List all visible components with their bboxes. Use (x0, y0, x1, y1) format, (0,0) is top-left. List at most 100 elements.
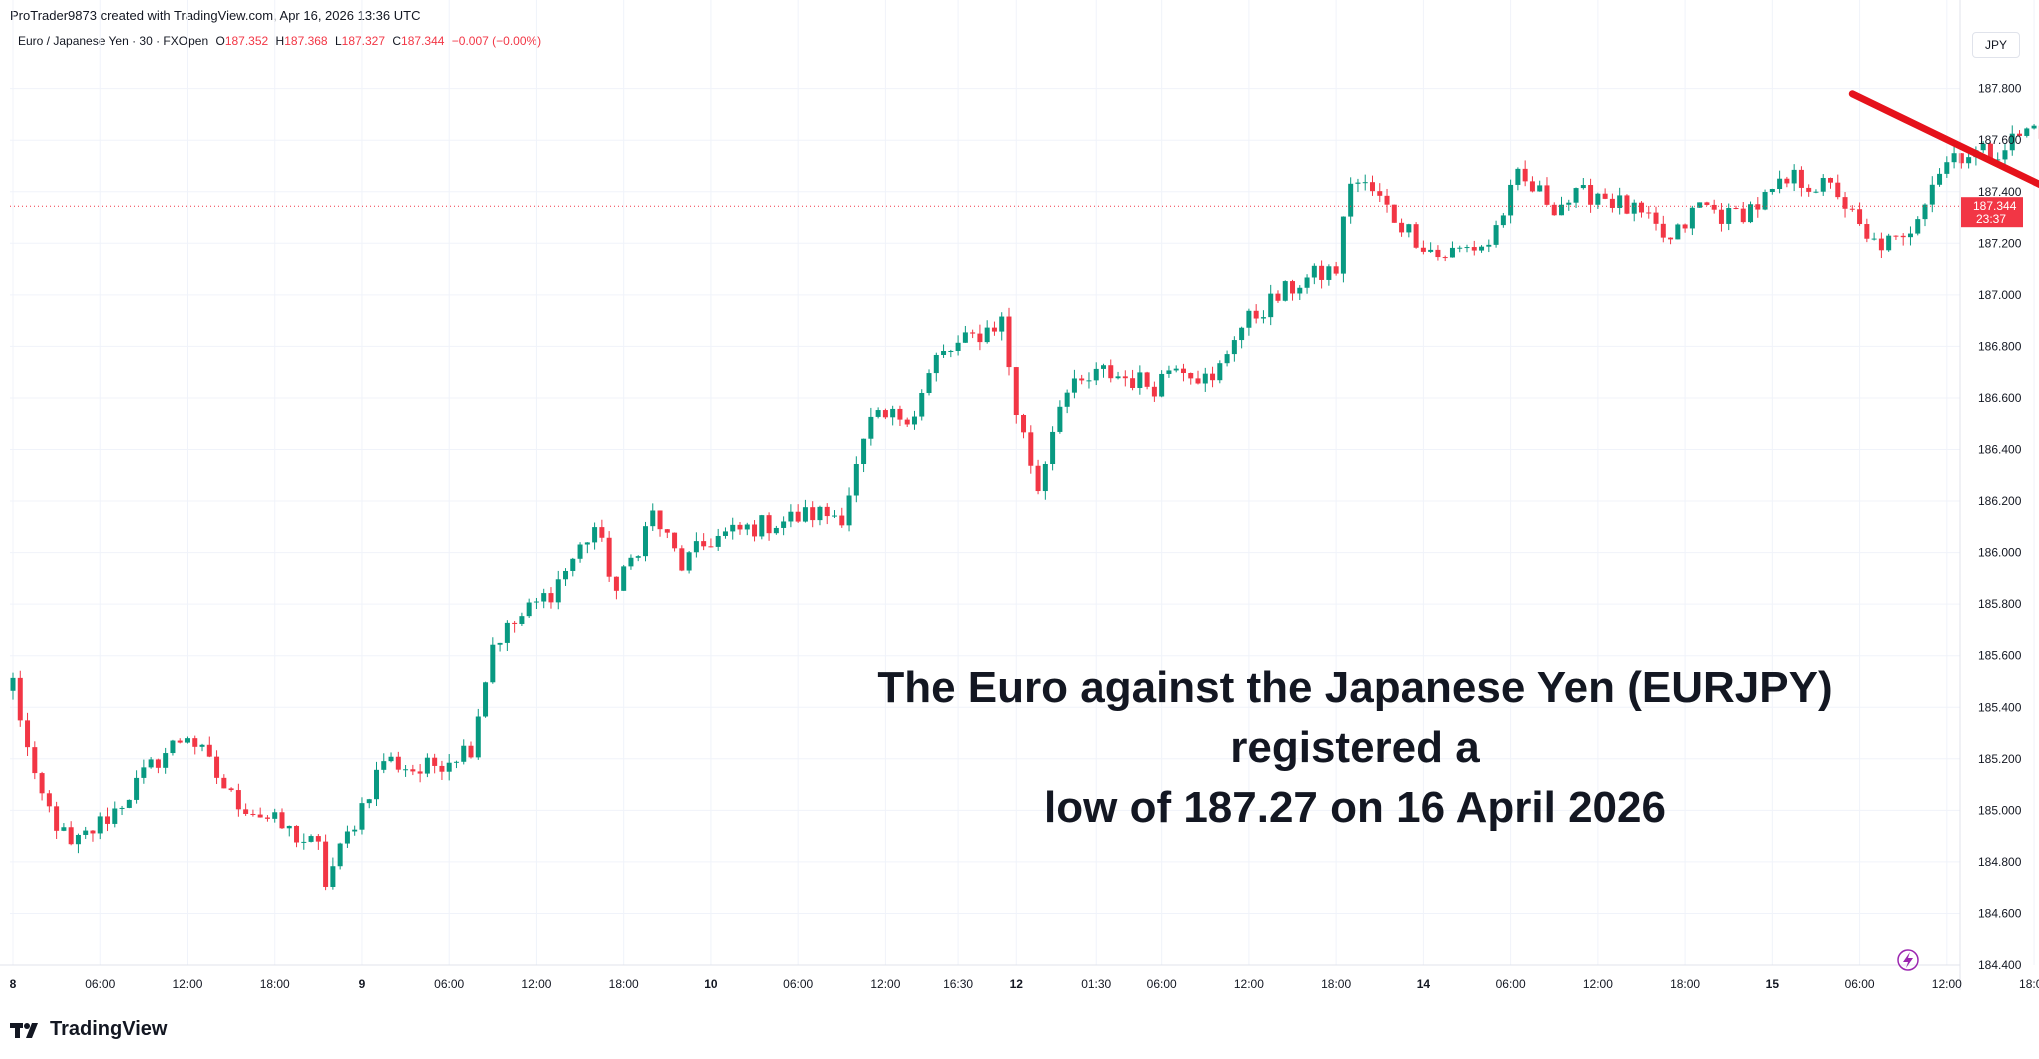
candle (1573, 187, 1579, 208)
candle (621, 564, 627, 591)
price-tick-label: 185.200 (1978, 752, 2022, 766)
candle-body (563, 570, 569, 580)
candle-body (1079, 378, 1085, 381)
candle-body (1333, 266, 1339, 274)
candle-body (395, 756, 401, 770)
candle (1282, 280, 1288, 302)
candle-body (1907, 233, 1913, 238)
tradingview-footer[interactable]: TradingView (10, 1018, 167, 1041)
candle (635, 555, 641, 562)
price-chart[interactable]: 187.800 187.600 187.400 187.200 187.000 186.8… (0, 0, 2039, 1000)
candle-body (344, 831, 350, 844)
lightning-icon[interactable] (1897, 949, 1919, 971)
candle (1769, 188, 1775, 195)
candle-body (366, 799, 372, 804)
candle (432, 753, 438, 774)
candle (752, 520, 758, 542)
candle (1021, 413, 1027, 439)
candle-body (134, 777, 140, 800)
candle-body (1093, 368, 1099, 381)
candle (1471, 240, 1477, 256)
candle-body (868, 416, 874, 439)
candle-body (970, 332, 976, 334)
candle (279, 808, 285, 829)
candle (461, 739, 467, 765)
candle (810, 501, 816, 528)
candle-body (1260, 317, 1266, 319)
candle-body (635, 556, 641, 558)
candle (61, 823, 67, 832)
candle (1122, 370, 1128, 387)
candle-body (439, 765, 445, 772)
candle (214, 750, 220, 784)
candle (1638, 201, 1644, 218)
candle (1064, 389, 1070, 414)
candle (1268, 284, 1274, 326)
candle-body (919, 393, 925, 417)
candle-body (25, 720, 31, 748)
candle-body (1391, 204, 1397, 223)
candle (344, 825, 350, 848)
time-tick-label: 12:00 (1583, 977, 1613, 991)
candle (83, 826, 89, 839)
candle (584, 542, 590, 554)
candle-body (250, 813, 256, 815)
price-tag-countdown: 23:37 (1976, 212, 2006, 226)
candle (1515, 167, 1521, 191)
candle (628, 554, 634, 570)
candle (2024, 127, 2030, 138)
candle-body (1893, 235, 1899, 237)
candle-body (817, 506, 823, 521)
price-tick-label: 187.800 (1978, 82, 2022, 96)
candle-body (483, 682, 489, 717)
candle-body (279, 812, 285, 829)
candle-body (1515, 168, 1521, 185)
candle (1929, 176, 1935, 213)
candle (1791, 164, 1797, 192)
candle (599, 519, 605, 542)
candle-body (1718, 209, 1724, 224)
tradingview-logo-icon (10, 1022, 38, 1038)
candle-body (199, 744, 205, 747)
candle-body (1071, 378, 1077, 393)
candle (1246, 308, 1252, 336)
candle (722, 527, 728, 539)
time-tick-label: 10 (704, 977, 718, 991)
candle-body (264, 817, 270, 819)
currency-button[interactable]: JPY (1972, 32, 2020, 58)
symbol-legend: Euro / Japanese Yen · 30 · FXOpen O187.3… (18, 34, 541, 48)
candle (374, 761, 379, 807)
candle (1580, 177, 1586, 190)
candle-body (1282, 281, 1288, 301)
candle-body (1399, 222, 1405, 233)
candle-body (1653, 212, 1659, 224)
candle-body (61, 827, 67, 831)
candle-body (1595, 193, 1601, 205)
candle-body (941, 351, 947, 355)
candle-body (1573, 188, 1579, 203)
candle-body (1013, 367, 1019, 416)
candle-body (1617, 195, 1623, 208)
candle (1675, 223, 1681, 240)
candle (1275, 290, 1281, 303)
candle (962, 325, 968, 343)
trend-arrow-shaft (1848, 90, 2039, 189)
candle-body (1762, 192, 1768, 210)
time-tick-label: 18:00 (1321, 977, 1351, 991)
candle (904, 417, 910, 427)
candle-body (672, 532, 678, 549)
chart-credit: ProTrader9873 created with TradingView.c… (10, 8, 421, 23)
candle (882, 408, 888, 420)
candle-body (221, 777, 227, 789)
candle-body (308, 836, 314, 842)
candle (352, 825, 358, 836)
candle (381, 753, 387, 774)
candle (1864, 218, 1870, 243)
candle (192, 735, 198, 755)
candle (686, 551, 692, 574)
candle-body (1253, 310, 1259, 319)
candle (286, 825, 292, 837)
candle (1101, 363, 1106, 378)
candle-body (148, 759, 154, 768)
candle (1857, 202, 1863, 226)
